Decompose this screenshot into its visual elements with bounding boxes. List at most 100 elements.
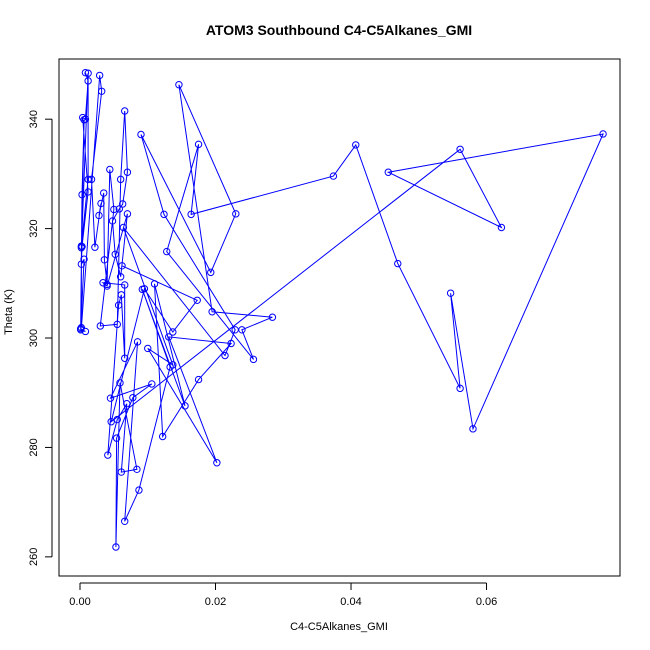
data-point bbox=[187, 210, 195, 219]
data-point bbox=[112, 543, 120, 551]
data-point bbox=[81, 68, 90, 77]
data-point bbox=[96, 322, 105, 330]
data-point bbox=[106, 394, 115, 402]
data-point bbox=[123, 168, 132, 176]
data-point bbox=[106, 165, 114, 174]
data-point bbox=[133, 338, 142, 346]
data-point bbox=[107, 418, 115, 426]
data-point bbox=[137, 130, 145, 139]
data-point bbox=[193, 296, 201, 304]
data-point bbox=[158, 432, 167, 441]
data-point bbox=[140, 285, 149, 293]
data-point bbox=[227, 339, 235, 348]
data-point bbox=[99, 279, 107, 287]
data-point bbox=[84, 175, 92, 184]
data-point bbox=[268, 313, 277, 321]
y-tick-label: 300 bbox=[28, 329, 40, 347]
data-point bbox=[97, 199, 105, 208]
data-point bbox=[144, 344, 152, 353]
data-point bbox=[76, 325, 85, 333]
plot-frame bbox=[58, 58, 621, 577]
data-point bbox=[384, 168, 392, 176]
data-point bbox=[95, 211, 103, 220]
x-axis: 0.00 0.02 0.04 0.06 bbox=[69, 582, 497, 608]
data-point bbox=[135, 486, 143, 494]
chart-title: ATOM3 Southbound C4-C5Alkanes_GMI bbox=[206, 22, 472, 38]
y-tick-label: 260 bbox=[28, 548, 40, 566]
data-series bbox=[76, 68, 607, 551]
x-axis-label: C4-C5Alkanes_GMI bbox=[290, 621, 388, 633]
data-point bbox=[213, 459, 221, 467]
data-point bbox=[80, 116, 88, 124]
data-point bbox=[329, 172, 338, 180]
data-point bbox=[87, 175, 96, 184]
data-point bbox=[249, 355, 258, 364]
data-point bbox=[78, 190, 86, 199]
data-point bbox=[232, 210, 240, 218]
data-point bbox=[111, 250, 119, 259]
data-point bbox=[84, 77, 92, 85]
y-tick-label: 340 bbox=[28, 110, 40, 128]
data-point bbox=[97, 87, 106, 95]
data-point bbox=[108, 217, 117, 225]
data-point bbox=[208, 308, 216, 316]
data-point bbox=[469, 425, 477, 433]
data-point bbox=[123, 210, 132, 218]
data-point bbox=[121, 281, 129, 289]
y-tick-label: 320 bbox=[28, 219, 40, 237]
x-tick-label: 0.00 bbox=[69, 596, 90, 608]
data-point bbox=[238, 326, 246, 334]
data-point bbox=[221, 351, 229, 360]
data-point bbox=[133, 465, 141, 474]
data-point bbox=[394, 259, 402, 268]
data-point bbox=[91, 243, 99, 251]
data-point bbox=[169, 328, 177, 336]
data-point bbox=[115, 205, 124, 213]
data-point bbox=[123, 399, 131, 408]
data-point bbox=[497, 223, 506, 232]
data-point bbox=[117, 468, 126, 476]
data-point bbox=[129, 393, 137, 402]
data-point bbox=[110, 205, 118, 214]
data-point bbox=[77, 323, 86, 332]
data-point bbox=[118, 200, 127, 208]
data-point bbox=[148, 380, 156, 388]
data-point bbox=[121, 354, 129, 362]
x-tick-label: 0.04 bbox=[340, 596, 361, 608]
data-point bbox=[121, 517, 129, 525]
y-axis-label: Theta (K) bbox=[3, 289, 15, 335]
data-point bbox=[163, 247, 171, 256]
data-point bbox=[175, 81, 183, 89]
data-point bbox=[456, 145, 464, 153]
data-point bbox=[118, 262, 126, 270]
data-point bbox=[194, 375, 203, 384]
data-point bbox=[207, 268, 215, 277]
y-axis: 260 280 300 320 340 bbox=[28, 110, 53, 566]
data-point bbox=[599, 130, 607, 138]
x-tick-label: 0.02 bbox=[205, 596, 226, 608]
data-point bbox=[169, 361, 177, 369]
data-point bbox=[100, 189, 108, 197]
data-point bbox=[113, 320, 121, 329]
data-point bbox=[446, 289, 455, 297]
series-line bbox=[80, 72, 604, 548]
data-point bbox=[116, 273, 125, 281]
data-point bbox=[352, 141, 360, 149]
data-point bbox=[456, 384, 464, 393]
data-point bbox=[80, 255, 88, 263]
data-point bbox=[116, 379, 124, 387]
data-point bbox=[181, 402, 189, 410]
data-point bbox=[104, 451, 112, 459]
data-point bbox=[116, 175, 125, 184]
data-point bbox=[119, 223, 128, 232]
data-point bbox=[77, 242, 86, 250]
data-point bbox=[160, 210, 168, 219]
data-point bbox=[84, 188, 92, 196]
data-point bbox=[165, 333, 173, 341]
x-tick-label: 0.06 bbox=[476, 596, 497, 608]
y-tick-label: 280 bbox=[28, 438, 40, 456]
data-point bbox=[150, 280, 159, 288]
data-point bbox=[114, 301, 123, 309]
data-point bbox=[117, 291, 126, 299]
